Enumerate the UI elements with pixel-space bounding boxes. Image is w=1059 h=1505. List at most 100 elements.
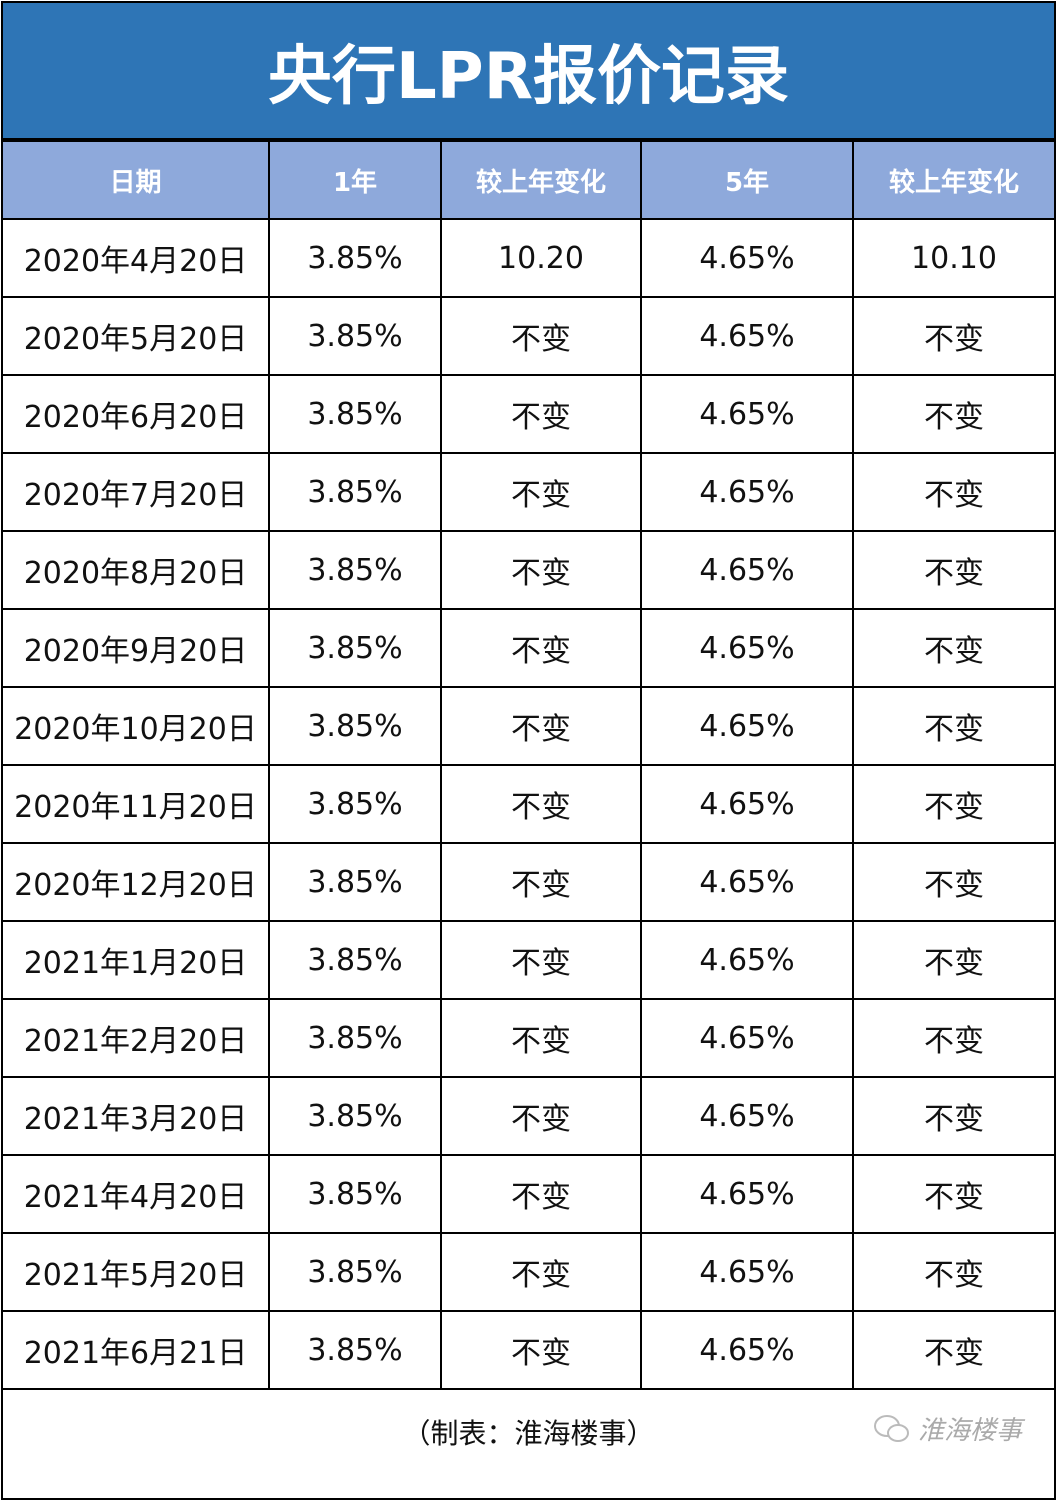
table-row: 2020年5月20日 3.85% 不变 4.65% 不变	[3, 296, 1054, 376]
table-cell: 3.85%	[268, 842, 442, 922]
column-header: 较上年变化	[440, 140, 642, 220]
footer: （制表：淮海楼事） 淮海楼事	[3, 1390, 1054, 1468]
table-row: 2021年3月20日 3.85% 不变 4.65% 不变	[3, 1076, 1054, 1156]
table-row: 2021年2月20日 3.85% 不变 4.65% 不变	[3, 998, 1054, 1078]
table-cell: 2021年1月20日	[3, 920, 270, 1000]
table-cell: 不变	[852, 1232, 1054, 1312]
table-cell: 不变	[852, 1076, 1054, 1156]
table-cell: 2021年4月20日	[3, 1154, 270, 1234]
table-cell: 4.65%	[640, 608, 854, 688]
wechat-icon	[873, 1414, 909, 1442]
table-cell: 3.85%	[268, 452, 442, 532]
table-cell: 10.20	[440, 218, 642, 298]
table-cell: 3.85%	[268, 218, 442, 298]
table-cell: 不变	[440, 842, 642, 922]
table-cell: 不变	[852, 608, 1054, 688]
table-cell: 不变	[852, 764, 1054, 844]
table-cell: 2021年5月20日	[3, 1232, 270, 1312]
table-cell: 3.85%	[268, 920, 442, 1000]
table-cell: 不变	[440, 1232, 642, 1312]
table-cell: 2020年6月20日	[3, 374, 270, 454]
table-row: 2020年9月20日 3.85% 不变 4.65% 不变	[3, 608, 1054, 688]
table-cell: 不变	[440, 998, 642, 1078]
table-cell: 4.65%	[640, 1154, 854, 1234]
watermark-text: 淮海楼事	[917, 1416, 1022, 1446]
table-cell: 不变	[440, 530, 642, 610]
table-cell: 3.85%	[268, 1154, 442, 1234]
table-row: 2020年7月20日 3.85% 不变 4.65% 不变	[3, 452, 1054, 532]
table-cell: 4.65%	[640, 218, 854, 298]
table-cell: 4.65%	[640, 686, 854, 766]
table-cell: 2021年6月21日	[3, 1310, 270, 1390]
credit-text: （制表：淮海楼事）	[402, 1417, 655, 1450]
table-cell: 4.65%	[640, 1232, 854, 1312]
table-row: 2020年8月20日 3.85% 不变 4.65% 不变	[3, 530, 1054, 610]
table-cell: 2020年9月20日	[3, 608, 270, 688]
table-cell: 2020年7月20日	[3, 452, 270, 532]
table-cell: 3.85%	[268, 296, 442, 376]
table-cell: 不变	[852, 374, 1054, 454]
table-cell: 不变	[440, 686, 642, 766]
table-cell: 不变	[440, 920, 642, 1000]
table-cell: 2020年5月20日	[3, 296, 270, 376]
table-cell: 2020年11月20日	[3, 764, 270, 844]
table-cell: 2020年12月20日	[3, 842, 270, 922]
table-row: 2020年6月20日 3.85% 不变 4.65% 不变	[3, 374, 1054, 454]
table-cell: 3.85%	[268, 530, 442, 610]
table-cell: 4.65%	[640, 764, 854, 844]
table-cell: 不变	[440, 1154, 642, 1234]
table-cell: 不变	[440, 374, 642, 454]
table-cell: 不变	[440, 764, 642, 844]
table-row: 2021年5月20日 3.85% 不变 4.65% 不变	[3, 1232, 1054, 1312]
table-cell: 不变	[852, 920, 1054, 1000]
table-cell: 3.85%	[268, 998, 442, 1078]
table-cell: 3.85%	[268, 1310, 442, 1390]
table-cell: 4.65%	[640, 374, 854, 454]
table-cell: 4.65%	[640, 452, 854, 532]
table-cell: 2020年4月20日	[3, 218, 270, 298]
table-cell: 2020年8月20日	[3, 530, 270, 610]
column-header: 日期	[3, 140, 270, 220]
column-header: 5年	[640, 140, 854, 220]
table-cell: 4.65%	[640, 842, 854, 922]
table-cell: 2021年3月20日	[3, 1076, 270, 1156]
table-cell: 4.65%	[640, 530, 854, 610]
table-cell: 不变	[852, 686, 1054, 766]
table-cell: 不变	[852, 1154, 1054, 1234]
table-cell: 3.85%	[268, 608, 442, 688]
table-row: 2020年12月20日 3.85% 不变 4.65% 不变	[3, 842, 1054, 922]
table-cell: 3.85%	[268, 764, 442, 844]
table-cell: 4.65%	[640, 1310, 854, 1390]
table-cell: 3.85%	[268, 374, 442, 454]
table-cell: 4.65%	[640, 998, 854, 1078]
table-row: 2020年11月20日 3.85% 不变 4.65% 不变	[3, 764, 1054, 844]
watermark: 淮海楼事	[872, 1410, 1022, 1447]
table-cell: 3.85%	[268, 686, 442, 766]
table-cell: 不变	[440, 1076, 642, 1156]
table-row: 2021年4月20日 3.85% 不变 4.65% 不变	[3, 1154, 1054, 1234]
table-row: 2021年1月20日 3.85% 不变 4.65% 不变	[3, 920, 1054, 1000]
table-cell: 4.65%	[640, 296, 854, 376]
table-cell: 3.85%	[268, 1076, 442, 1156]
table-row: 2021年6月21日 3.85% 不变 4.65% 不变	[3, 1310, 1054, 1390]
table-cell: 不变	[440, 1310, 642, 1390]
table-cell: 不变	[440, 608, 642, 688]
table-cell: 3.85%	[268, 1232, 442, 1312]
table-cell: 不变	[852, 452, 1054, 532]
table-cell: 不变	[852, 998, 1054, 1078]
table-cell: 不变	[440, 296, 642, 376]
table-cell: 不变	[852, 530, 1054, 610]
column-header: 较上年变化	[852, 140, 1054, 220]
header-row: 日期 1年 较上年变化 5年 较上年变化	[3, 140, 1054, 220]
page-title: 央行LPR报价记录	[3, 3, 1054, 140]
table-cell: 4.65%	[640, 1076, 854, 1156]
table-cell: 10.10	[852, 218, 1054, 298]
table-cell: 2020年10月20日	[3, 686, 270, 766]
column-header: 1年	[268, 140, 442, 220]
table-cell: 4.65%	[640, 920, 854, 1000]
table-cell: 不变	[440, 452, 642, 532]
table-row: 2020年4月20日 3.85% 10.20 4.65% 10.10	[3, 218, 1054, 298]
table-cell: 不变	[852, 842, 1054, 922]
table-row: 2020年10月20日 3.85% 不变 4.65% 不变	[3, 686, 1054, 766]
table-cell: 不变	[852, 1310, 1054, 1390]
